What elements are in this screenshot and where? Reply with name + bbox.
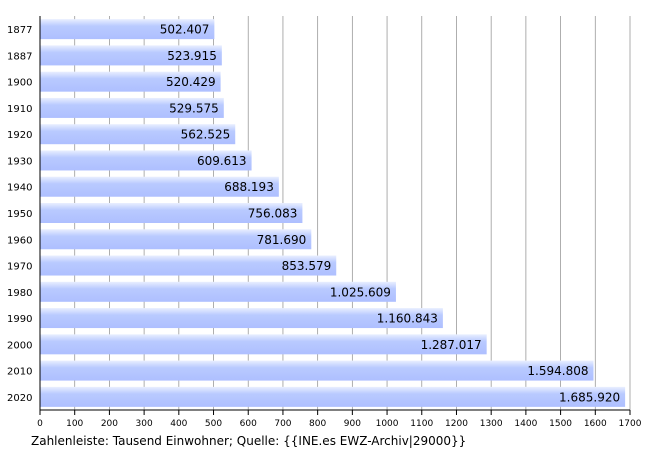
bar-2020 [40,386,626,407]
x-tick-label: 800 [309,419,326,429]
bar-1887 [40,45,222,66]
bar-1970 [40,255,337,276]
bar-1980 [40,281,396,302]
value-label: 853.579 [282,259,332,273]
bar-1990 [40,308,443,329]
value-label: 523.915 [167,49,217,63]
category-label: 1930 [7,156,32,167]
x-tick-label: 1100 [410,419,433,429]
x-tick-label: 600 [240,419,257,429]
x-tick-label: 1300 [480,419,503,429]
x-tick-label: 500 [205,419,222,429]
category-label: 1960 [7,235,32,246]
value-label: 1.287.017 [421,338,482,352]
x-tick-label: 1200 [445,419,468,429]
category-label: 1910 [7,104,32,115]
bar-1960 [40,229,312,250]
category-label: 1990 [7,314,32,325]
category-label: 1900 [7,78,32,89]
x-tick-label: 1400 [514,419,537,429]
category-label: 2020 [7,393,32,404]
value-label: 1.685.920 [559,390,620,404]
value-label: 1.594.808 [527,364,588,378]
x-tick-label: 1000 [376,419,399,429]
category-label: 1920 [7,130,32,141]
category-label: 1940 [7,183,32,194]
x-tick-label: 100 [66,419,83,429]
bar-1930 [40,150,252,171]
bar-1910 [40,97,224,118]
x-tick-label: 1700 [619,419,642,429]
axes: 1877 1887 1900 1910 1920 1930 1940 1950 1960 1970… [7,16,642,429]
value-label: 1.160.843 [377,312,438,326]
x-tick-label: 0 [37,419,43,429]
value-label: 502.407 [160,23,210,37]
category-label: 1980 [7,288,32,299]
bar-1900 [40,71,221,92]
chart-caption: Zahlenleiste: Tausend Einwohner; Quelle:… [31,434,467,448]
bar-1950 [40,203,303,223]
bar-2000 [40,334,487,355]
value-label: 781.690 [257,233,307,247]
value-label: 688.193 [224,180,274,194]
value-label: 529.575 [169,101,219,115]
value-label: 562.525 [181,128,231,142]
value-label: 609.613 [197,154,247,168]
x-tick-label: 300 [136,419,153,429]
category-label: 1877 [7,25,32,36]
category-label: 1970 [7,262,32,273]
x-tick-label: 1500 [549,419,572,429]
bars: 502.407 523.915 520.429 529.575 562.525 609.6… [40,19,626,407]
value-label: 756.083 [248,207,298,221]
bar-1940 [40,176,279,197]
category-label: 2000 [7,340,32,351]
x-tick-label: 900 [344,419,361,429]
x-tick-label: 700 [274,419,291,429]
value-label: 1.025.609 [330,285,391,299]
x-tick-label: 400 [170,419,187,429]
x-tick-label: 200 [101,419,118,429]
category-label: 1887 [7,51,32,62]
value-label: 520.429 [166,75,216,89]
x-tick-label: 1600 [584,419,607,429]
bar-2010 [40,360,594,381]
bar-1920 [40,124,236,145]
category-label: 1950 [7,209,32,220]
bar-1877 [40,19,215,40]
category-label: 2010 [7,367,32,378]
